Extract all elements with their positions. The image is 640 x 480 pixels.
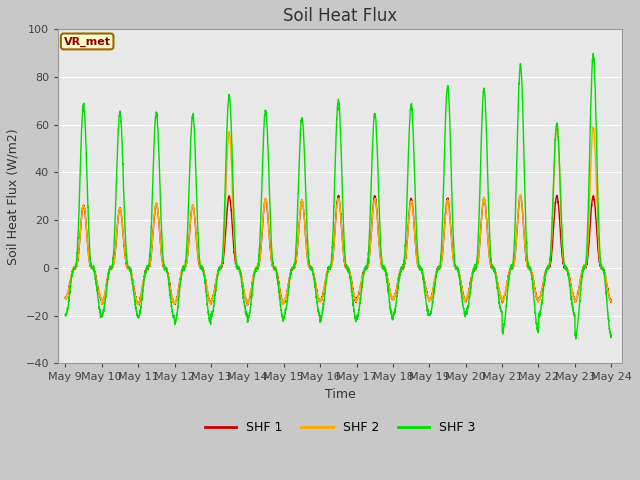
Title: Soil Heat Flux: Soil Heat Flux [283,7,397,25]
X-axis label: Time: Time [324,388,355,401]
Text: VR_met: VR_met [63,36,111,47]
Y-axis label: Soil Heat Flux (W/m2): Soil Heat Flux (W/m2) [7,128,20,264]
Legend: SHF 1, SHF 2, SHF 3: SHF 1, SHF 2, SHF 3 [200,416,480,439]
